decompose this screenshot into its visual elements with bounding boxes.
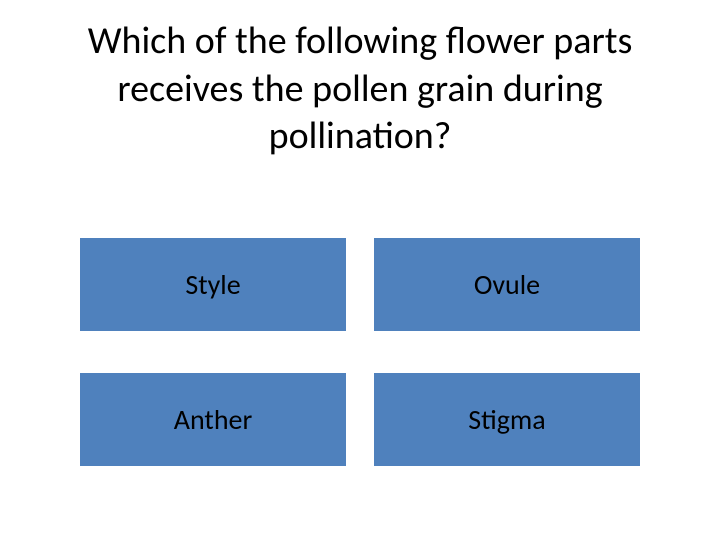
answer-option-stigma[interactable]: Stigma <box>374 373 640 466</box>
answer-option-ovule[interactable]: Ovule <box>374 238 640 331</box>
question-text: Which of the following flower parts rece… <box>0 0 720 161</box>
answer-option-anther[interactable]: Anther <box>80 373 346 466</box>
answer-option-style[interactable]: Style <box>80 238 346 331</box>
answers-grid: Style Ovule Anther Stigma <box>80 238 640 466</box>
